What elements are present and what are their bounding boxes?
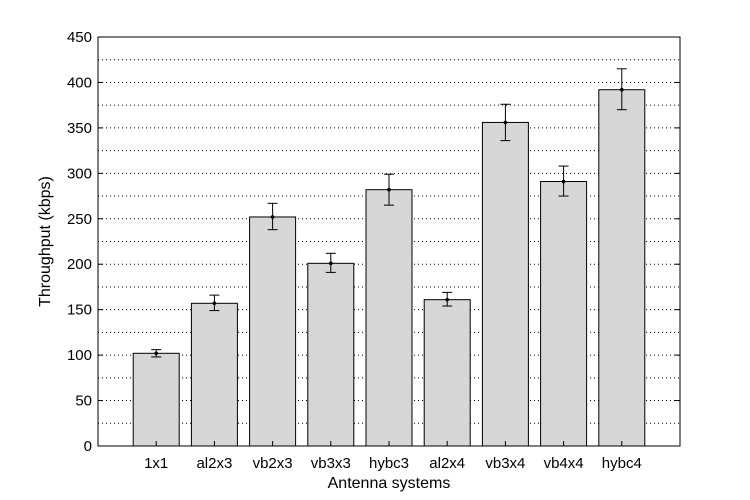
mean-marker-al2x4	[445, 297, 450, 302]
y-axis-label: Throughput (kbps)	[37, 176, 54, 307]
y-tick-label: 200	[67, 256, 92, 273]
x-tick-label: al2x3	[196, 455, 232, 472]
mean-marker-vb3x4	[503, 120, 508, 125]
x-tick-label: 1x1	[144, 455, 168, 472]
mean-marker-hybc3	[387, 187, 391, 192]
bar-hybc3	[365, 189, 413, 447]
y-tick-label: 50	[75, 393, 92, 410]
bar-vb3x3	[307, 262, 355, 447]
y-tick-label: 150	[67, 302, 92, 319]
y-tick-label: 400	[67, 74, 92, 91]
x-tick-label: vb3x4	[485, 455, 525, 472]
y-tick-label: 450	[67, 29, 92, 46]
error-bars	[151, 68, 627, 358]
bar-vb3x4	[481, 121, 529, 447]
x-ticks: 1x1 al2x3 vb2x3 vb3x3 hybc3 al2x4 vb3x4 vb4x4 hy…	[144, 441, 642, 472]
y-tick-label: 0	[84, 438, 92, 455]
y-ticks: 0 50 100 150 200 250 300 350 400 450	[67, 29, 680, 455]
x-tick-label: al2x4	[429, 455, 465, 472]
mean-marker-1x1	[154, 351, 158, 356]
bars	[132, 89, 646, 447]
x-tick-label: vb3x3	[311, 455, 351, 472]
y-tick-label: 300	[67, 165, 92, 182]
x-axis-label: Antenna systems	[328, 475, 451, 492]
x-tick-label: vb2x3	[253, 455, 293, 472]
mean-marker-vb4x4	[561, 179, 566, 184]
x-tick-label: hybc4	[602, 455, 642, 472]
y-tick-label: 250	[67, 211, 92, 228]
x-tick-label: hybc3	[369, 455, 409, 472]
bar-al2x3	[190, 302, 238, 447]
bar-1x1	[132, 352, 180, 447]
x-tick-label: vb4x4	[544, 455, 584, 472]
y-tick-label: 350	[67, 120, 92, 137]
bar-al2x4	[423, 299, 471, 447]
mean-marker-vb3x3	[329, 261, 333, 266]
bar-vb2x3	[249, 216, 297, 447]
bar-hybc4	[598, 89, 646, 447]
mean-marker-hybc4	[620, 87, 624, 92]
bar-vb4x4	[540, 181, 588, 447]
mean-marker-al2x3	[212, 301, 217, 306]
mean-marker-vb2x3	[270, 215, 275, 219]
y-tick-label: 100	[67, 347, 92, 364]
